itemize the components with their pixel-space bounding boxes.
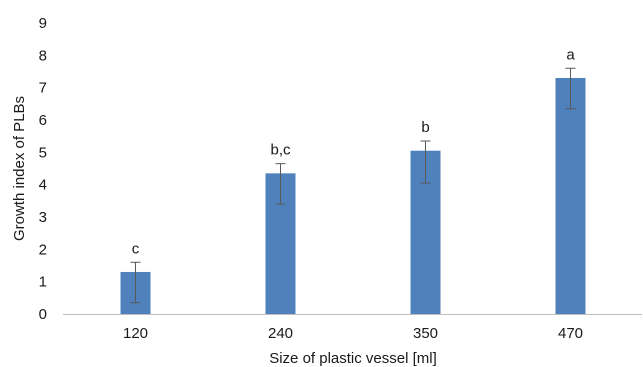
x-axis-ticks: 120 240 350 470 — [123, 325, 583, 342]
significance-label: b,c — [270, 142, 291, 159]
x-tick-label: 240 — [268, 325, 293, 342]
y-tick-label: 4 — [39, 177, 47, 194]
y-tick-label: 3 — [39, 209, 47, 226]
y-tick-label: 6 — [39, 112, 47, 129]
y-tick-label: 2 — [39, 241, 47, 258]
bar-annotations: c b,c b a — [132, 46, 576, 257]
significance-label: c — [132, 240, 140, 257]
x-tick-label: 350 — [413, 325, 438, 342]
bar — [556, 78, 586, 314]
significance-label: a — [566, 46, 575, 63]
x-tick-label: 470 — [558, 325, 583, 342]
y-tick-label: 8 — [39, 47, 47, 64]
y-axis-ticks: 0 1 2 3 4 5 6 7 8 9 — [39, 15, 47, 323]
y-tick-label: 9 — [39, 15, 47, 32]
x-axis-title: Size of plastic vessel [ml] — [269, 350, 437, 367]
significance-label: b — [421, 119, 429, 136]
bars — [121, 78, 586, 314]
y-tick-label: 0 — [39, 306, 47, 323]
y-tick-label: 1 — [39, 274, 47, 291]
y-tick-label: 7 — [39, 80, 47, 97]
y-tick-label: 5 — [39, 144, 47, 161]
y-axis-title: Growth index of PLBs — [11, 96, 28, 241]
error-bars — [131, 68, 576, 302]
x-tick-label: 120 — [123, 325, 148, 342]
